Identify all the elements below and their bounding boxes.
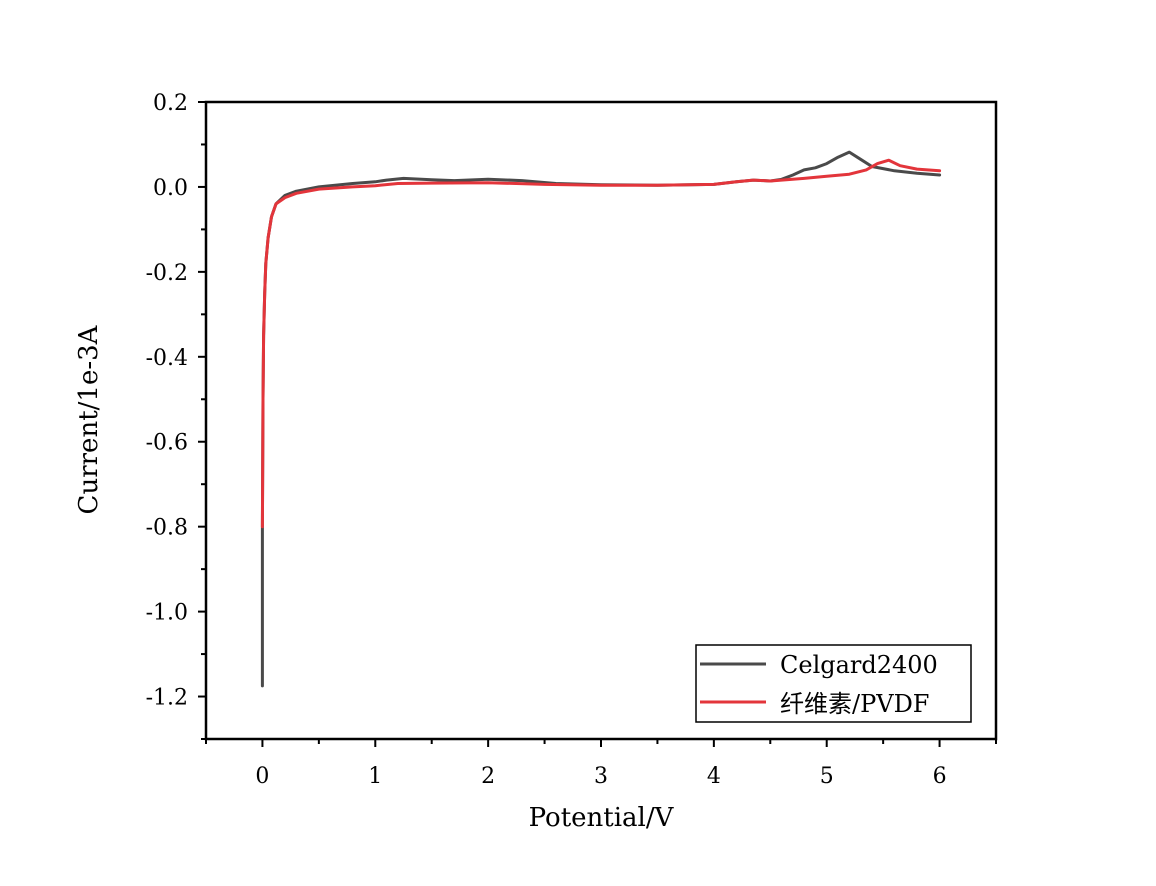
series-line-0 xyxy=(260,150,942,688)
y-axis-title: Current/1e-3A xyxy=(74,324,104,514)
y-axis-ticks: 0.2 0.0 -0.2 -0.4 -0.6 -0.8 -1.0 -1.2 xyxy=(146,91,206,740)
legend-label-pvdf: 纤维素/PVDF xyxy=(780,690,929,718)
legend-box xyxy=(695,644,972,723)
x-tick-label: 6 xyxy=(933,764,947,789)
x-tick-label: 0 xyxy=(255,764,269,789)
y-tick-label: -0.6 xyxy=(146,431,188,456)
y-tick-label: -0.8 xyxy=(146,516,188,541)
x-tick-label: 2 xyxy=(481,764,495,789)
y-tick-label: 0.0 xyxy=(153,176,188,201)
y-tick-label: -0.2 xyxy=(146,261,188,286)
legend: Celgard2400 纤维素/PVDF xyxy=(695,644,972,723)
plot-curves xyxy=(260,150,942,688)
y-tick-label: -1.0 xyxy=(146,601,188,626)
x-axis-ticks: 0 1 2 3 4 5 6 xyxy=(205,739,997,789)
x-tick-label: 1 xyxy=(368,764,382,789)
y-tick-label: 0.2 xyxy=(153,91,188,116)
plot-frame xyxy=(204,100,998,741)
legend-label-celgard: Celgard2400 xyxy=(780,651,938,679)
y-tick-label: -1.2 xyxy=(146,686,188,711)
y-tick-label: -0.4 xyxy=(146,346,188,371)
x-tick-label: 4 xyxy=(707,764,721,789)
x-axis-title: Potential/V xyxy=(529,803,675,833)
x-tick-label: 5 xyxy=(820,764,834,789)
x-tick-label: 3 xyxy=(594,764,608,789)
series-line-1 xyxy=(260,158,942,529)
